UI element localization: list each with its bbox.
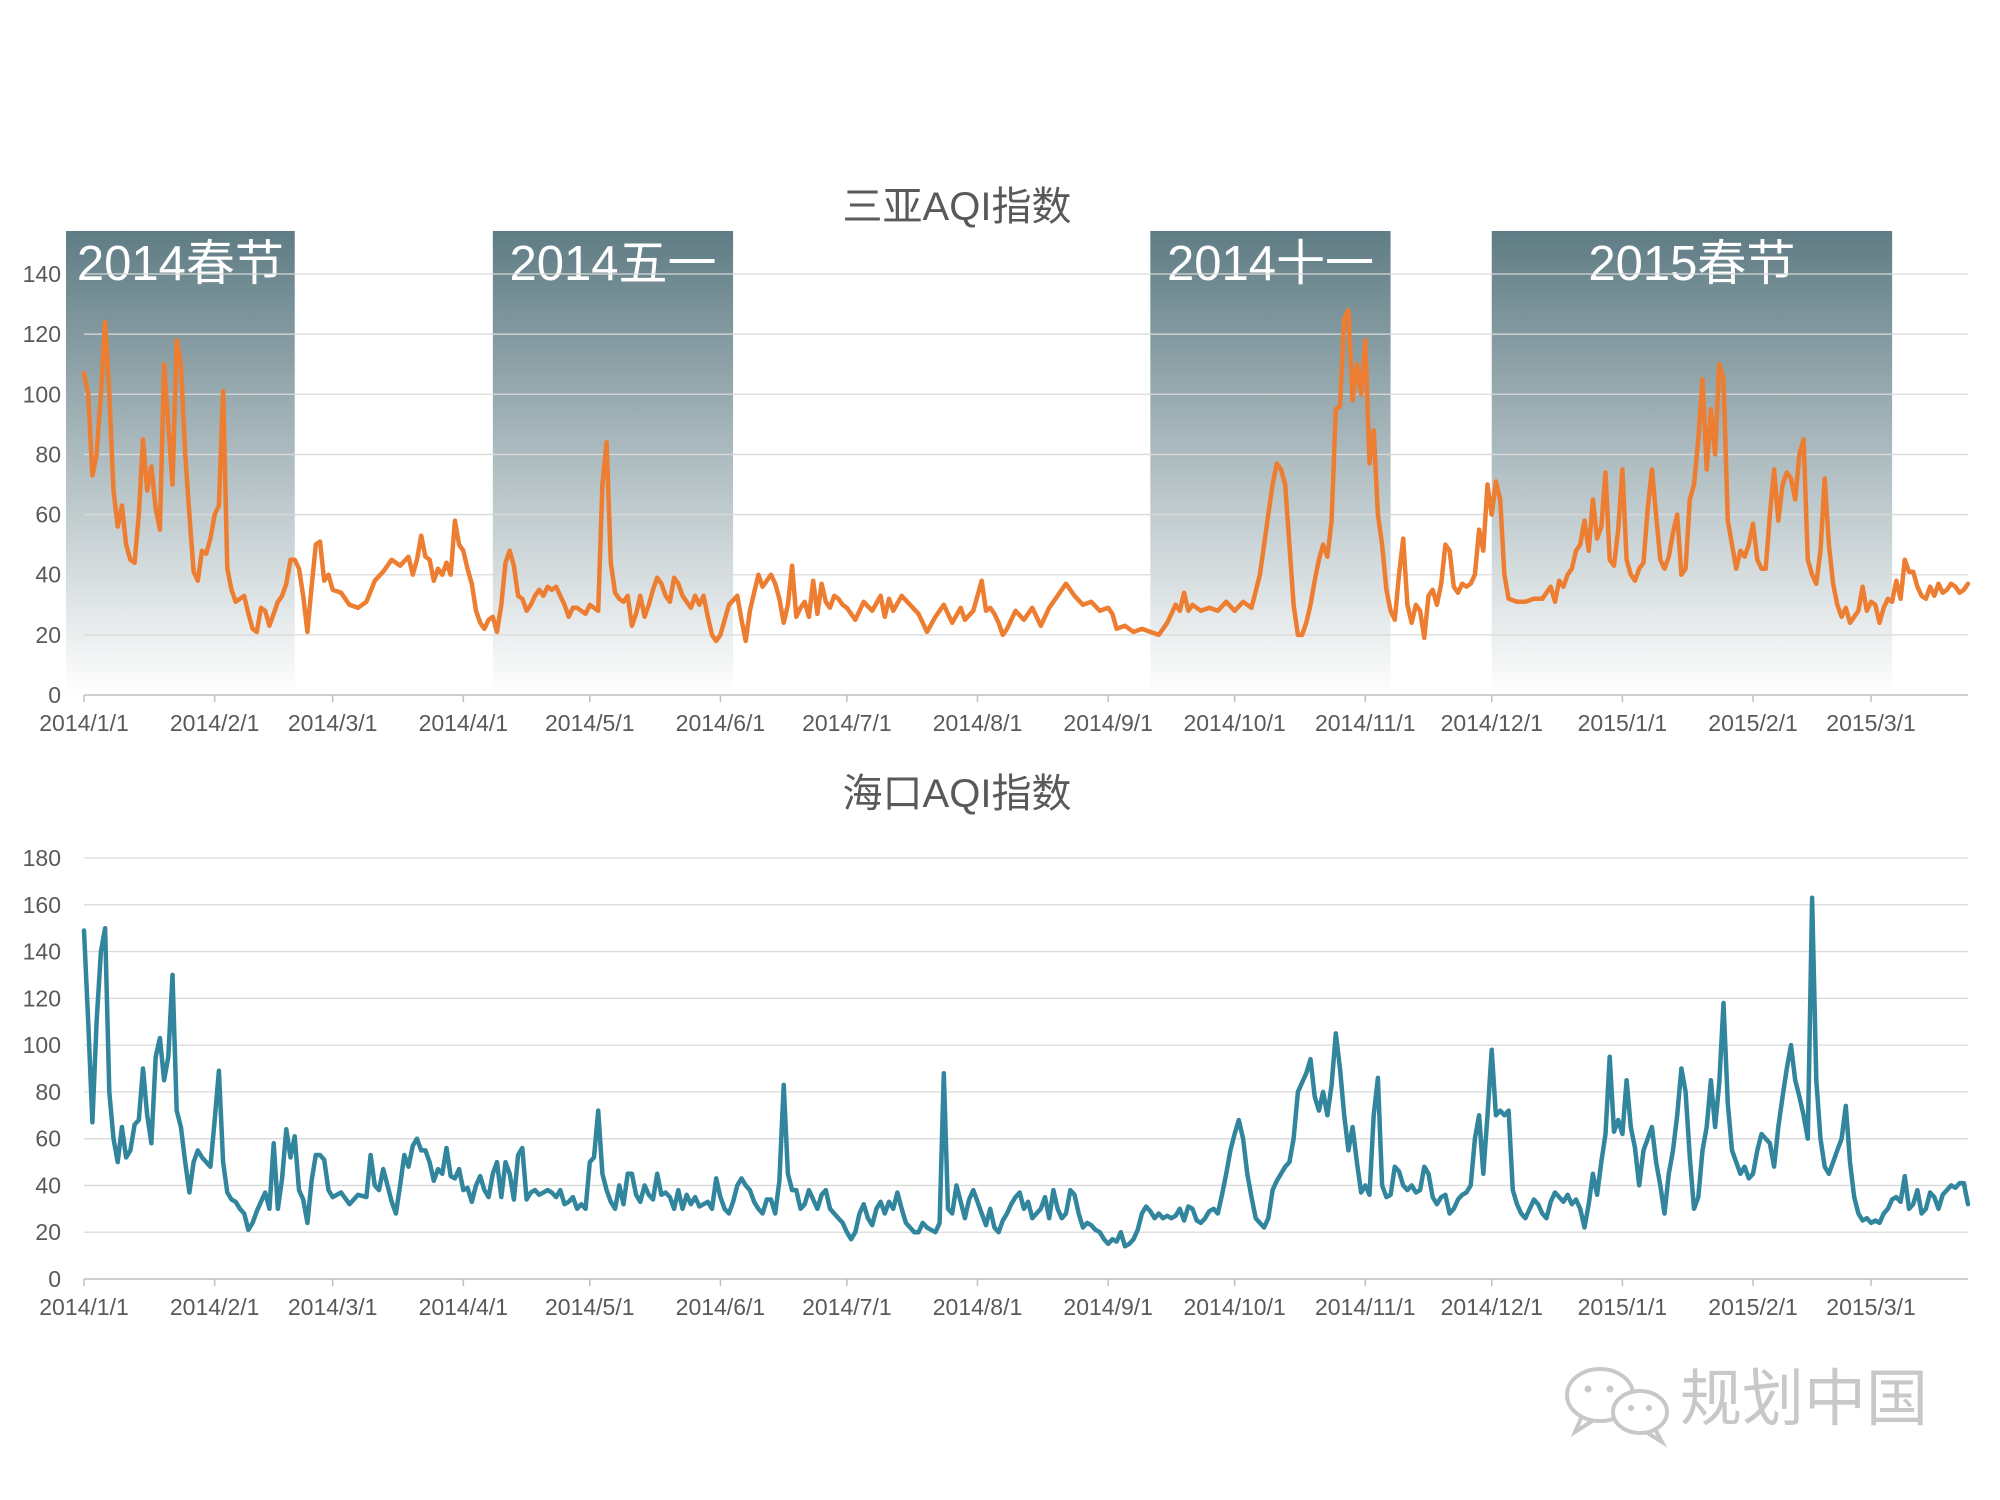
- y-tick-label: 140: [23, 939, 61, 965]
- x-tick-label: 2014/12/1: [1441, 1294, 1543, 1320]
- x-tick-label: 2014/11/1: [1315, 710, 1416, 736]
- y-tick-label: 100: [23, 381, 61, 407]
- y-tick-label: 20: [35, 622, 61, 648]
- holiday-band: [66, 231, 295, 695]
- sanya-gridlines: [84, 273, 1968, 636]
- y-tick-label: 40: [35, 1172, 61, 1198]
- watermark-text: 规划中国: [1680, 1365, 1928, 1434]
- sanya-aqi-line: [81, 307, 1971, 644]
- holiday-band-label: 2014十一: [1167, 237, 1374, 291]
- x-tick-label: 2014/9/1: [1063, 710, 1153, 736]
- sanya-chart-title: 三亚AQI指数: [843, 185, 1072, 229]
- x-tick-label: 2014/2/1: [170, 710, 260, 736]
- x-tick-label: 2014/11/1: [1315, 1294, 1416, 1320]
- y-tick-label: 80: [35, 441, 61, 467]
- x-tick-label: 2015/3/1: [1826, 1294, 1916, 1320]
- x-tick-label: 2014/2/1: [170, 1294, 260, 1320]
- haikou-chart-title: 海口AQI指数: [843, 772, 1072, 816]
- sanya-aqi-chart: 2014春节 2014五一 2014十一 2015春节 0 20 40 60 80 100 120…: [23, 185, 1971, 736]
- haikou-x-axis: 2014/1/1 2014/2/1 2014/3/1 2014/4/1 2014/5/1…: [39, 1278, 1968, 1320]
- x-tick-label: 2014/8/1: [933, 710, 1023, 736]
- x-tick-label: 2014/7/1: [802, 710, 892, 736]
- x-tick-label: 2014/9/1: [1063, 1294, 1153, 1320]
- y-tick-label: 0: [48, 682, 61, 708]
- x-tick-label: 2014/6/1: [676, 1294, 766, 1320]
- x-tick-label: 2014/1/1: [39, 710, 129, 736]
- y-tick-label: 120: [23, 321, 61, 347]
- x-tick-label: 2014/3/1: [288, 710, 378, 736]
- x-tick-label: 2014/5/1: [545, 710, 635, 736]
- y-tick-label: 80: [35, 1079, 61, 1105]
- y-tick-label: 40: [35, 562, 61, 588]
- haikou-y-axis: 0 20 40 60 80 100 120 140 160 180: [23, 845, 61, 1292]
- holiday-band-label: 2014春节: [77, 237, 284, 291]
- haikou-gridlines: [84, 857, 1968, 1233]
- holiday-band: [1491, 231, 1893, 695]
- x-tick-label: 2015/1/1: [1578, 710, 1668, 736]
- y-tick-label: 20: [35, 1219, 61, 1245]
- y-tick-label: 140: [23, 261, 61, 287]
- wechat-icon: [1565, 1367, 1669, 1448]
- x-tick-label: 2015/3/1: [1826, 710, 1916, 736]
- x-tick-label: 2015/1/1: [1578, 1294, 1668, 1320]
- sanya-series: [81, 307, 1971, 644]
- x-tick-label: 2014/5/1: [545, 1294, 635, 1320]
- holiday-band: [1150, 231, 1391, 695]
- holiday-band-label: 2015春节: [1588, 237, 1795, 291]
- holiday-bands: 2014春节 2014五一 2014十一 2015春节: [66, 231, 1893, 695]
- x-tick-label: 2014/7/1: [802, 1294, 892, 1320]
- x-tick-label: 2015/2/1: [1708, 710, 1798, 736]
- y-tick-label: 180: [23, 845, 61, 871]
- sanya-x-axis: 2014/1/1 2014/2/1 2014/3/1 2014/4/1 2014/5/1…: [39, 694, 1968, 736]
- x-tick-label: 2014/12/1: [1441, 710, 1543, 736]
- y-tick-label: 60: [35, 1126, 61, 1152]
- y-tick-label: 60: [35, 502, 61, 528]
- x-tick-label: 2014/8/1: [933, 1294, 1023, 1320]
- x-tick-label: 2014/3/1: [288, 1294, 378, 1320]
- watermark: 规划中国: [1565, 1365, 1928, 1448]
- sanya-y-axis: 0 20 40 60 80 100 120 140: [23, 261, 61, 708]
- haikou-aqi-chart: 0 20 40 60 80 100 120 140 160 180 2014/1/1 2014/2/…: [23, 772, 1971, 1320]
- y-tick-label: 120: [23, 985, 61, 1011]
- y-tick-label: 160: [23, 892, 61, 918]
- haikou-series: [81, 895, 1971, 1249]
- holiday-band: [492, 231, 734, 695]
- x-tick-label: 2014/10/1: [1183, 1294, 1285, 1320]
- x-tick-label: 2014/6/1: [676, 710, 766, 736]
- haikou-aqi-line: [81, 895, 1971, 1249]
- x-tick-label: 2015/2/1: [1708, 1294, 1798, 1320]
- y-tick-label: 100: [23, 1032, 61, 1058]
- x-tick-label: 2014/10/1: [1183, 710, 1285, 736]
- x-tick-label: 2014/4/1: [419, 710, 509, 736]
- holiday-band-label: 2014五一: [509, 237, 716, 291]
- x-tick-label: 2014/1/1: [39, 1294, 129, 1320]
- x-tick-label: 2014/4/1: [419, 1294, 509, 1320]
- y-tick-label: 0: [48, 1266, 61, 1292]
